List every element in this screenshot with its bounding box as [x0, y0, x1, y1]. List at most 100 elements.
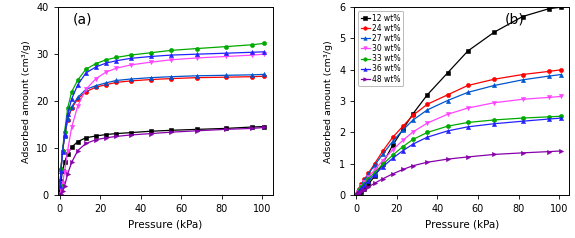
12 wt% — [444, 72, 451, 74]
30 wt% — [356, 188, 363, 191]
12 wt% — [400, 128, 407, 131]
48 wt% — [371, 182, 378, 185]
33 wt% — [389, 154, 396, 156]
12 wt% — [389, 144, 396, 146]
27 wt% — [519, 78, 526, 81]
33 wt% — [358, 186, 365, 189]
27 wt% — [379, 153, 386, 156]
Y-axis label: Adsorbed amount (cm³/g): Adsorbed amount (cm³/g) — [21, 40, 30, 163]
12 wt% — [356, 192, 363, 195]
48 wt% — [400, 168, 407, 171]
27 wt% — [409, 119, 416, 121]
Line: 48 wt%: 48 wt% — [355, 149, 564, 197]
27 wt% — [558, 73, 565, 76]
12 wt% — [354, 195, 361, 198]
24 wt% — [365, 172, 372, 175]
30 wt% — [358, 185, 365, 188]
30 wt% — [354, 191, 361, 193]
24 wt% — [371, 162, 378, 165]
48 wt% — [558, 149, 565, 152]
48 wt% — [546, 150, 553, 153]
24 wt% — [519, 73, 526, 76]
24 wt% — [358, 183, 365, 186]
48 wt% — [356, 191, 363, 194]
33 wt% — [424, 131, 431, 134]
12 wt% — [354, 194, 361, 197]
Line: 30 wt%: 30 wt% — [355, 94, 564, 196]
27 wt% — [354, 192, 361, 195]
24 wt% — [354, 191, 361, 193]
33 wt% — [558, 115, 565, 118]
24 wt% — [361, 178, 368, 181]
33 wt% — [354, 191, 361, 194]
Text: (b): (b) — [505, 13, 524, 27]
Line: 24 wt%: 24 wt% — [355, 68, 564, 196]
48 wt% — [424, 161, 431, 164]
36 wt% — [361, 183, 368, 186]
30 wt% — [354, 192, 361, 195]
36 wt% — [424, 136, 431, 139]
33 wt% — [400, 145, 407, 148]
27 wt% — [400, 129, 407, 131]
30 wt% — [379, 159, 386, 162]
48 wt% — [358, 190, 365, 193]
33 wt% — [444, 125, 451, 128]
48 wt% — [354, 193, 361, 196]
27 wt% — [358, 184, 365, 187]
24 wt% — [424, 103, 431, 106]
30 wt% — [365, 176, 372, 178]
12 wt% — [361, 188, 368, 190]
48 wt% — [361, 188, 368, 191]
27 wt% — [444, 99, 451, 102]
48 wt% — [389, 172, 396, 175]
33 wt% — [356, 189, 363, 192]
36 wt% — [358, 187, 365, 190]
30 wt% — [424, 122, 431, 124]
12 wt% — [409, 112, 416, 115]
X-axis label: Pressure (kPa): Pressure (kPa) — [128, 220, 202, 230]
12 wt% — [558, 6, 565, 9]
12 wt% — [358, 191, 365, 193]
27 wt% — [490, 84, 497, 87]
27 wt% — [424, 109, 431, 111]
24 wt% — [465, 84, 471, 87]
36 wt% — [546, 118, 553, 120]
36 wt% — [356, 189, 363, 192]
30 wt% — [465, 107, 471, 109]
48 wt% — [490, 153, 497, 156]
24 wt% — [379, 150, 386, 153]
33 wt% — [409, 138, 416, 141]
48 wt% — [365, 186, 372, 188]
24 wt% — [400, 125, 407, 128]
33 wt% — [490, 119, 497, 121]
33 wt% — [365, 178, 372, 180]
27 wt% — [389, 140, 396, 143]
12 wt% — [490, 31, 497, 34]
Line: 36 wt%: 36 wt% — [355, 116, 564, 196]
48 wt% — [519, 151, 526, 154]
30 wt% — [389, 148, 396, 151]
33 wt% — [361, 182, 368, 185]
Legend: 12 wt%, 24 wt%, 27 wt%, 30 wt%, 33 wt%, 36 wt%, 48 wt%: 12 wt%, 24 wt%, 27 wt%, 30 wt%, 33 wt%, … — [358, 11, 404, 86]
30 wt% — [409, 130, 416, 133]
24 wt% — [356, 188, 363, 190]
27 wt% — [465, 91, 471, 94]
12 wt% — [365, 183, 372, 186]
24 wt% — [354, 192, 361, 195]
24 wt% — [490, 78, 497, 81]
36 wt% — [400, 149, 407, 152]
Line: 33 wt%: 33 wt% — [355, 114, 564, 196]
12 wt% — [465, 50, 471, 52]
30 wt% — [371, 169, 378, 172]
27 wt% — [361, 179, 368, 182]
12 wt% — [424, 94, 431, 96]
36 wt% — [444, 129, 451, 132]
24 wt% — [389, 136, 396, 139]
36 wt% — [354, 191, 361, 194]
36 wt% — [519, 120, 526, 123]
48 wt% — [465, 155, 471, 158]
X-axis label: Pressure (kPa): Pressure (kPa) — [424, 220, 499, 230]
30 wt% — [400, 139, 407, 142]
36 wt% — [379, 166, 386, 169]
33 wt% — [371, 171, 378, 174]
